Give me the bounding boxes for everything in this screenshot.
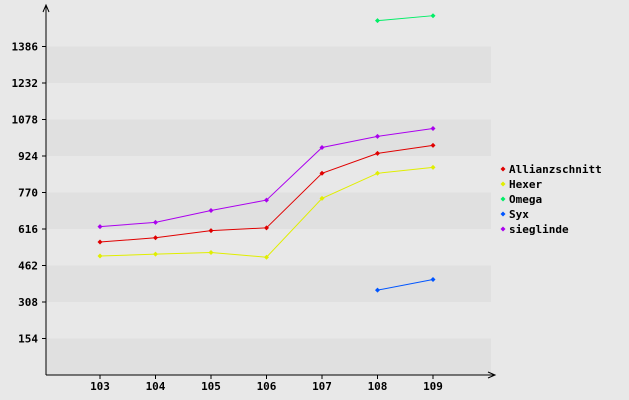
data-point <box>430 13 436 19</box>
y-tick-label: 308 <box>18 296 38 309</box>
x-tick-label: 109 <box>423 380 443 393</box>
x-tick-label: 108 <box>368 380 388 393</box>
data-point <box>375 170 380 176</box>
x-tick-label: 107 <box>312 380 332 393</box>
grid-band <box>46 10 491 47</box>
data-point <box>153 219 158 225</box>
series-allianzschnitt <box>97 142 436 245</box>
data-point <box>264 197 269 203</box>
data-point <box>319 195 325 201</box>
data-point <box>97 253 103 259</box>
y-tick-label: 462 <box>18 260 38 273</box>
y-tick-label: 1078 <box>12 114 39 127</box>
legend-marker <box>500 211 506 217</box>
grid-band <box>46 338 491 375</box>
series-lines <box>97 13 436 293</box>
data-point <box>375 287 380 293</box>
y-axis-arrow <box>42 3 50 13</box>
data-point <box>430 164 436 170</box>
data-point <box>208 228 214 234</box>
data-point <box>264 254 269 260</box>
data-point <box>375 133 380 139</box>
legend-marker <box>500 196 506 202</box>
grid-band <box>46 302 491 339</box>
series-omega <box>375 13 436 24</box>
x-tick-label: 106 <box>257 380 277 393</box>
legend: Allianzschnitt Hexer Omega Syx sieglinde <box>500 163 602 236</box>
data-point <box>97 224 103 230</box>
legend-label: Hexer <box>509 178 542 191</box>
data-point <box>319 144 325 150</box>
data-point <box>375 18 380 24</box>
grid-band <box>46 46 491 83</box>
grid-band <box>46 229 491 266</box>
legend-marker <box>500 166 506 172</box>
data-point <box>208 208 214 214</box>
series-line <box>377 15 434 22</box>
y-tick-label: 154 <box>18 333 38 346</box>
x-axis-arrow <box>487 371 497 379</box>
grid-band <box>46 265 491 302</box>
series-line <box>377 278 434 291</box>
grid-band <box>46 119 491 156</box>
grid-band <box>46 156 491 193</box>
y-tick-label: 1386 <box>12 41 39 54</box>
data-point <box>319 170 325 176</box>
y-tick-label: 616 <box>18 223 38 236</box>
legend-marker <box>500 181 506 187</box>
grid-band <box>46 83 491 120</box>
series-hexer <box>97 164 436 260</box>
y-tick-label: 770 <box>18 187 38 200</box>
data-point <box>153 235 158 241</box>
y-tick-label: 924 <box>18 150 38 163</box>
series-sieglinde <box>97 126 436 230</box>
x-tick-label: 105 <box>201 380 221 393</box>
tick-labels: 154 308 462 616 770 924 1078 1232 1386 103 104 105 1… <box>12 41 443 394</box>
data-point <box>264 225 269 231</box>
data-point <box>153 251 158 257</box>
data-point <box>375 150 380 156</box>
x-tick-label: 103 <box>90 380 110 393</box>
legend-label: sieglinde <box>509 223 569 236</box>
legend-label: Syx <box>509 208 529 221</box>
chart-axes <box>42 3 497 379</box>
legend-label: Omega <box>509 193 542 206</box>
data-point <box>97 239 103 245</box>
data-point <box>430 276 436 282</box>
legend-label: Allianzschnitt <box>509 163 602 176</box>
series-syx <box>375 276 436 293</box>
legend-marker <box>500 226 506 232</box>
x-tick-label: 104 <box>146 380 166 393</box>
data-point <box>430 126 436 132</box>
y-tick-label: 1232 <box>12 77 39 90</box>
data-point <box>430 142 436 148</box>
data-point <box>208 249 214 255</box>
plot-background-bands <box>46 10 491 375</box>
